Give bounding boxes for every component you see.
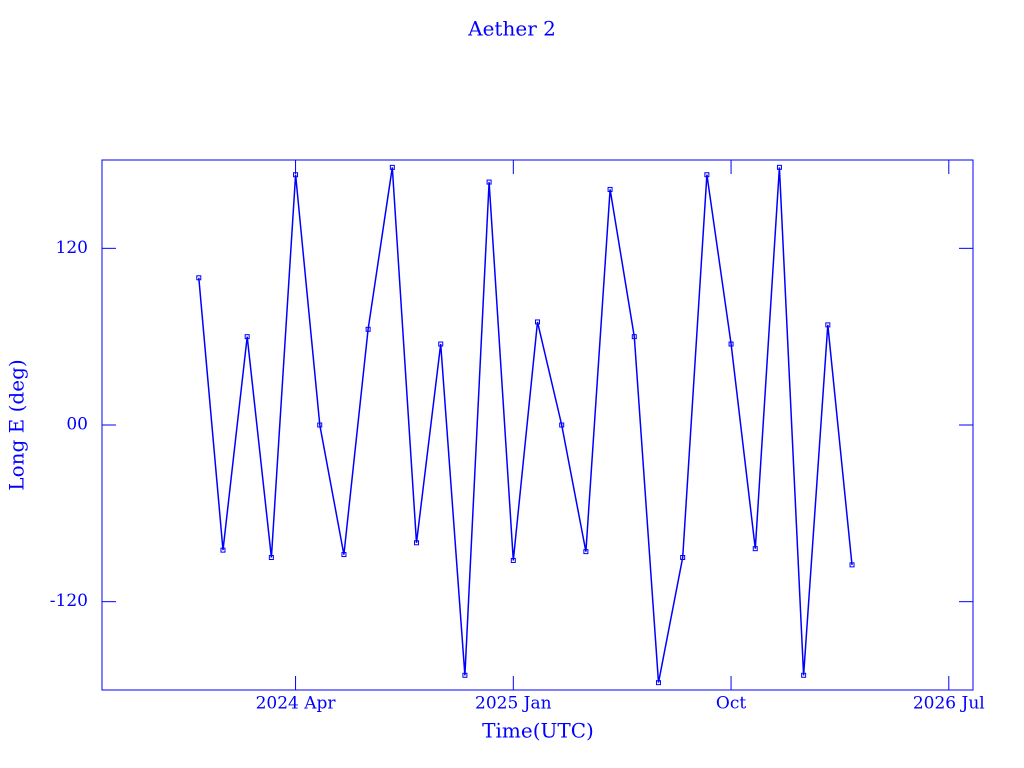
y-tick-label: 00 (66, 415, 88, 435)
data-point (268, 555, 274, 560)
data-point (776, 164, 782, 170)
data-point (244, 334, 250, 340)
data-point (559, 422, 565, 428)
data-point (341, 552, 347, 558)
x-tick-label: 2024 Apr (256, 694, 337, 714)
data-point (680, 555, 686, 560)
data-point (389, 164, 395, 170)
data-point (825, 322, 831, 328)
data-point (607, 186, 613, 192)
data-point (365, 326, 371, 332)
data-point (752, 546, 758, 552)
data-point (220, 547, 226, 553)
data-point (510, 557, 516, 563)
data-point (486, 179, 492, 185)
data-point (728, 341, 734, 347)
data-point (655, 680, 661, 686)
y-tick-label: 120 (56, 238, 88, 258)
data-point (317, 422, 323, 428)
data-point (801, 672, 807, 678)
x-tick-label: Oct (716, 694, 746, 714)
y-axis-label: Long E (deg) (5, 359, 29, 490)
y-tick-label: -120 (50, 591, 88, 611)
plot-frame (101, 159, 974, 691)
x-tick-label: 2025 Jan (475, 694, 552, 714)
x-tick-label: 2026 Jul (913, 694, 985, 714)
x-axis-label: Time(UTC) (482, 719, 594, 743)
data-point (414, 540, 420, 546)
chart-title: Aether 2 (467, 17, 556, 41)
data-point (631, 334, 637, 340)
data-point (462, 672, 468, 678)
data-point (293, 172, 299, 178)
data-point (704, 172, 710, 178)
series-line (198, 167, 853, 683)
data-point (535, 319, 540, 325)
data-point (438, 341, 444, 347)
data-point (583, 549, 589, 555)
data-point (849, 562, 855, 568)
data-point (196, 275, 202, 281)
